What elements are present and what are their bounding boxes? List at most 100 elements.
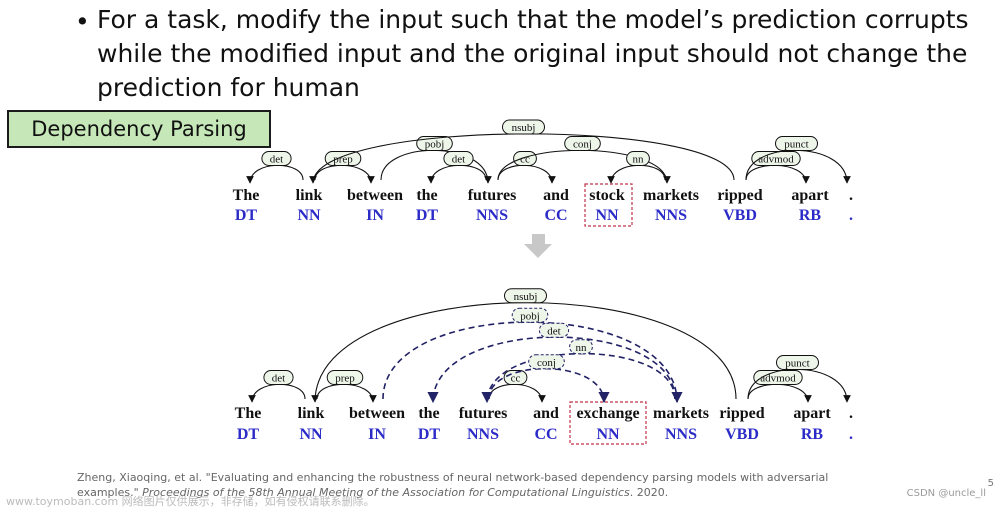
dependency-arc-cc (497, 164, 556, 184)
arc-label-pill (751, 151, 801, 166)
pos-tag-1: NN (299, 426, 323, 443)
dependency-arc-advmod (747, 383, 812, 403)
dependency-arc-advmod (745, 164, 810, 184)
word-4: futures (459, 405, 508, 422)
arc-label-pill (564, 136, 601, 151)
down-arrow-icon (524, 234, 552, 258)
page-number: 5 (987, 478, 994, 489)
bullet-line-1: For a task, modify the input such that t… (97, 5, 969, 34)
arc-label-pill (504, 288, 547, 304)
word-3: the (418, 405, 439, 422)
pos-tag-8: VBD (723, 207, 757, 224)
original-parse: The DT link NN between IN the DT futures NNS and CC… (233, 119, 853, 227)
word-0: The (235, 405, 262, 422)
word-0: The (233, 187, 260, 204)
citation-journal: Proceedings of the 58th Annual Meeting o… (142, 486, 630, 499)
word-10: . (849, 405, 853, 422)
arc-label-nsubj: nsubj (514, 291, 538, 303)
arc-label-pill (324, 151, 362, 166)
pos-tag-2: IN (366, 207, 384, 224)
arc-label-cc: cc (511, 373, 521, 385)
dependency-arc-conj (488, 367, 610, 404)
arc-label-pobj: pobj (520, 310, 540, 322)
word-2: between (349, 405, 405, 422)
arc-label-pill (753, 370, 803, 385)
word-6: stock (589, 187, 625, 204)
watermark-right: CSDN @uncle_ll (906, 488, 986, 499)
citation: Zheng, Xiaoqing, et al. "Evaluating and … (77, 470, 837, 500)
word-7: markets (653, 405, 709, 422)
citation-year: . 2020. (629, 486, 669, 499)
arc-label-prep: prep (333, 154, 353, 166)
arc-label-pobj: pobj (425, 139, 445, 151)
arc-label-advmod: advmod (758, 154, 794, 166)
arc-label-det: det (547, 325, 560, 337)
arc-label-pill (326, 370, 364, 385)
word-1: link (296, 187, 323, 204)
dependency-arc-det (427, 164, 487, 184)
word-3: the (416, 187, 437, 204)
substituted-word-box (584, 183, 633, 227)
pos-tag-4: NNS (467, 426, 499, 443)
arc-label-pill (443, 151, 474, 166)
arc-label-pill (569, 339, 593, 355)
dependency-arc-det (248, 383, 306, 403)
arc-label-pill (511, 307, 549, 323)
pos-tag-5: CC (534, 426, 557, 443)
pos-tag-7: NNS (665, 426, 697, 443)
pos-tag-5: CC (544, 207, 567, 224)
arc-label-cc: cc (520, 154, 530, 166)
arc-label-nn: nn (576, 342, 588, 354)
pos-tag-8: VBD (725, 426, 759, 443)
citation-authors: Zheng, Xiaoqing, et al. "Evaluating and … (77, 471, 829, 499)
word-9: apart (793, 405, 831, 422)
arc-label-conj: conj (537, 357, 556, 369)
pos-tag-10: . (849, 207, 853, 224)
pos-tag-0: DT (235, 207, 258, 224)
word-5: and (533, 405, 559, 422)
arc-label-prep: prep (335, 373, 355, 385)
dependency-diagram: The DT link NN between IN the DT futures NNS and CC… (233, 119, 853, 445)
watermark-left: www.toymoban.com 网络图片仅供展示，非存储，如有侵权请联系删除。 (6, 495, 375, 508)
arc-label-pill (775, 136, 818, 151)
arc-label-pill (776, 355, 819, 370)
arc-label-punct: punct (785, 358, 809, 370)
pos-tag-6: NN (595, 207, 619, 224)
pos-tag-10: . (849, 426, 853, 443)
pos-tag-2: IN (368, 426, 386, 443)
pos-tag-4: NNS (476, 207, 508, 224)
arc-label-pill (263, 370, 294, 385)
section-label: Dependency Parsing (7, 110, 271, 148)
dependency-arc-prep (316, 383, 377, 403)
arc-label-pill (513, 151, 537, 166)
bullet-icon: • (75, 7, 90, 36)
arc-label-det: det (270, 154, 283, 166)
arc-label-det: det (452, 154, 465, 166)
pos-tag-9: RB (801, 426, 824, 443)
word-7: markets (643, 187, 699, 204)
arc-label-nn: nn (633, 154, 645, 166)
dependency-arc-nn (607, 164, 666, 184)
word-4: futures (468, 187, 517, 204)
dependency-arc-prep (314, 164, 375, 184)
adversarial-parse: The DT link NN between IN the DT futures NNS and CC… (235, 288, 853, 445)
dependency-arc-det (246, 164, 304, 184)
word-8: ripped (717, 187, 762, 204)
pos-tag-7: NNS (655, 207, 687, 224)
word-10: . (849, 187, 853, 204)
word-9: apart (791, 187, 829, 204)
pos-tag-0: DT (237, 426, 260, 443)
word-1: link (298, 405, 325, 422)
word-2: between (347, 187, 403, 204)
arc-label-pill (261, 151, 292, 166)
section-label-text: Dependency Parsing (31, 117, 247, 141)
arc-label-punct: punct (784, 139, 808, 151)
pos-tag-1: NN (297, 207, 321, 224)
dependency-arc-cc (488, 383, 546, 403)
arc-label-det: det (272, 373, 285, 385)
bullet-line-3: prediction for human (97, 73, 360, 102)
dependency-arc-det (427, 336, 676, 404)
pos-tag-6: NN (596, 426, 620, 443)
pos-tag-3: DT (418, 426, 441, 443)
word-5: and (543, 187, 569, 204)
